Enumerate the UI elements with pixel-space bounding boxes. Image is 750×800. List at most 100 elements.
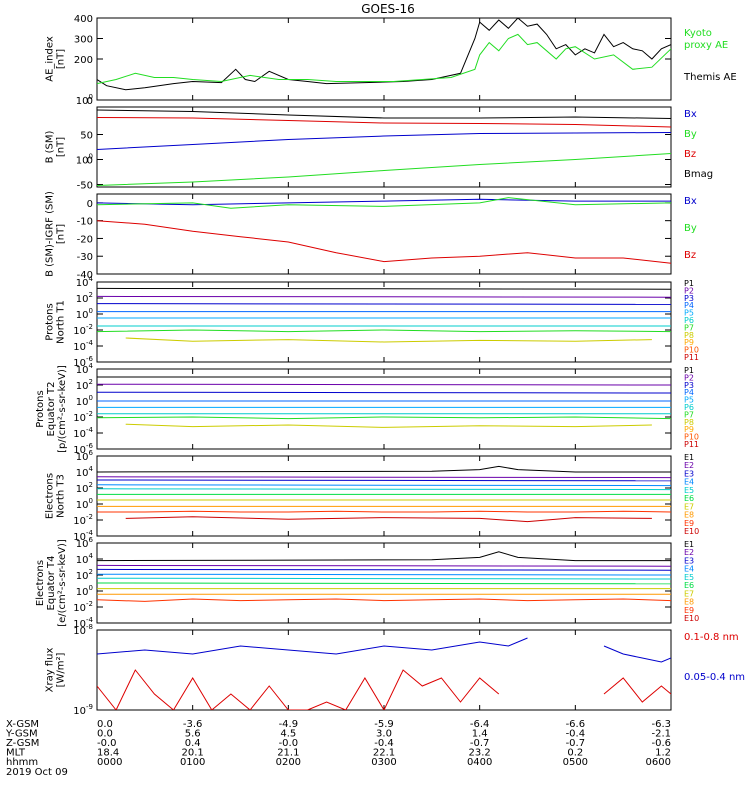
y-tick-label: 300 <box>74 35 93 46</box>
legend-item: E4 <box>684 478 694 487</box>
y-tick-label: 10-4 <box>73 426 93 440</box>
series-e3 <box>97 568 671 571</box>
row-value: -4.9 <box>279 719 299 730</box>
plot-title: GOES-16 <box>361 2 415 16</box>
row-value: -0.6 <box>651 738 671 749</box>
row-value: -0.7 <box>566 738 586 749</box>
y-tick-label: 102 <box>76 481 93 495</box>
row-value: 1.2 <box>655 748 671 759</box>
series-by <box>97 153 671 186</box>
y-tick-label: 0 <box>87 96 93 107</box>
y-tick-label: 10-2 <box>73 600 93 614</box>
y-axis-label: [nT] <box>56 137 67 157</box>
series-p1 <box>97 287 671 290</box>
y-tick-label: 200 <box>74 55 93 66</box>
series-by <box>97 197 671 209</box>
series-bz <box>97 220 671 264</box>
y-axis-label: Equator T2 <box>46 382 57 437</box>
y-axis-label: [p/(cm²-s-sr-keV)] <box>57 365 68 453</box>
y-axis-label: [e/(cm²-s-sr-keV)] <box>57 539 68 627</box>
series-e9 <box>97 510 671 513</box>
y-axis-label: Protons <box>35 390 46 427</box>
y-axis-label: North T3 <box>56 474 67 518</box>
legend-item: P7 <box>684 410 694 419</box>
legend-item: By <box>684 223 697 234</box>
legend-item: P10 <box>684 433 699 442</box>
y-tick-label: 104 <box>76 465 94 479</box>
legend-item: E6 <box>684 494 694 503</box>
series-e1 <box>97 465 671 473</box>
legend-item: E6 <box>684 581 694 590</box>
legend-item: P6 <box>684 316 694 325</box>
panel-xray: 10-9 10-8 Xray flux [W/m²] 0.1-0.8 nm 0.05-0.… <box>45 623 746 717</box>
panel-frame <box>96 455 672 537</box>
y-axis-label: Electrons <box>45 473 56 519</box>
row-value: 5.6 <box>185 729 201 740</box>
series-p2 <box>97 383 671 386</box>
y-tick-label: 10-9 <box>73 703 93 717</box>
legend-item: Bmag <box>684 169 713 180</box>
y-tick-label: 100 <box>76 584 93 598</box>
series-bz <box>97 117 671 128</box>
legend-item: P9 <box>684 338 694 347</box>
row-value: 23.2 <box>469 748 491 759</box>
y-tick-label: 102 <box>76 568 93 582</box>
y-axis-label: Equator T4 <box>46 556 57 611</box>
row-label: MLT <box>6 748 26 759</box>
y-axis-label: Xray flux <box>45 648 56 693</box>
legend-item: P4 <box>684 388 694 397</box>
series-p8 <box>125 337 652 343</box>
y-axis-label: AE_index <box>45 36 56 82</box>
legend-item: E1 <box>684 453 694 462</box>
y-tick-label: 50 <box>80 131 93 142</box>
legend-item: P10 <box>684 346 699 355</box>
series-p2 <box>97 295 671 298</box>
row-value: 0300 <box>371 757 396 768</box>
legend-item: E9 <box>684 606 694 615</box>
legend-item: P8 <box>684 418 694 427</box>
panel-frame <box>96 17 672 101</box>
series-e10 <box>125 516 652 523</box>
panel-frame <box>96 281 672 363</box>
row-value: -0.7 <box>470 738 490 749</box>
y-tick-label: 102 <box>76 291 93 305</box>
series-e6 <box>97 582 671 585</box>
series-e2 <box>97 564 671 567</box>
date-label: 2019 Oct 09 <box>6 767 68 778</box>
series-e3 <box>97 479 671 482</box>
series-e4 <box>97 484 671 487</box>
row-value: 0600 <box>646 757 671 768</box>
row-label: Z-GSM <box>6 738 39 749</box>
row-value: 3.0 <box>376 729 392 740</box>
y-tick-label: 0 <box>87 156 93 167</box>
row-value: -0.4 <box>374 738 394 749</box>
row-value: 4.5 <box>280 729 296 740</box>
row-value: 0.0 <box>97 729 113 740</box>
legend-item: E7 <box>684 589 694 598</box>
legend-item: P8 <box>684 331 694 340</box>
y-tick-label: -10 <box>77 217 93 228</box>
legend-item: P2 <box>684 373 694 382</box>
row-value: 22.1 <box>373 748 395 759</box>
row-value: -6.6 <box>566 719 586 730</box>
y-tick-label: -50 <box>77 181 93 192</box>
series-kyoto-proxy-ae <box>97 33 671 85</box>
legend-item: P3 <box>684 294 694 303</box>
legend-item: P5 <box>684 396 694 405</box>
row-value: -0.0 <box>97 738 117 749</box>
row-value: 0000 <box>97 757 122 768</box>
legend-item: E10 <box>684 614 699 623</box>
legend-item: E3 <box>684 469 694 478</box>
y-axis-label: [nT] <box>56 49 67 69</box>
legend-item: Bz <box>684 149 696 160</box>
y-tick-label: 100 <box>76 497 93 511</box>
y-tick-label: 10-2 <box>73 513 93 527</box>
legend-item: P11 <box>684 353 699 362</box>
legend-item: 0.05-0.4 nm <box>684 672 745 683</box>
series-bx <box>97 132 671 150</box>
row-value: 0400 <box>467 757 492 768</box>
legend-item: Bx <box>684 196 697 207</box>
